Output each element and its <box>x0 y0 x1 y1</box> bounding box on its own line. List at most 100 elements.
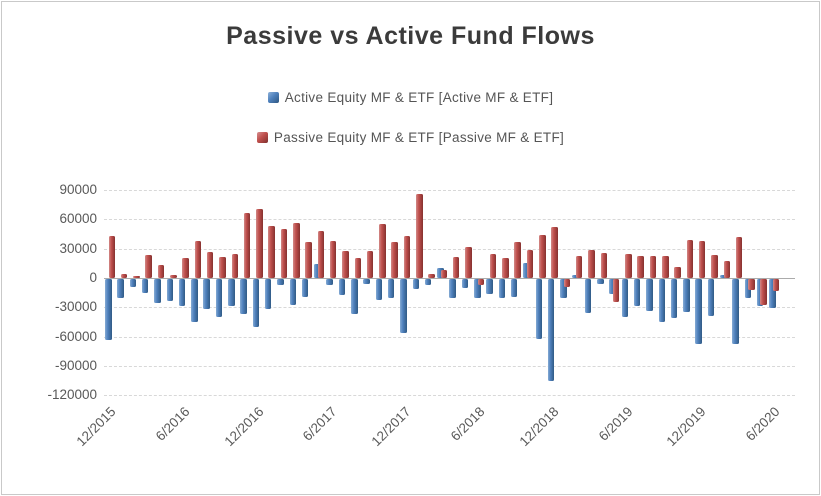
y-axis-label: 30000 <box>59 240 97 256</box>
legend-item-active: Active Equity MF & ETF [Active MF & ETF] <box>267 90 554 105</box>
passive-bar-3/2018 <box>440 270 448 278</box>
passive-bar-3/2016 <box>145 254 152 278</box>
active-bar-4/2016 <box>154 279 161 304</box>
x-axis-label: 6/2016 <box>152 404 193 444</box>
active-bar-4/2017 <box>301 279 309 297</box>
passive-bar-5/2017 <box>317 231 325 278</box>
x-axis-label: 6/2018 <box>447 404 488 444</box>
active-bar-1/2019 <box>560 279 567 298</box>
active-bar-12/2016 <box>252 279 260 328</box>
active-bar-10/2016 <box>228 279 235 306</box>
active-bar-2/2018 <box>424 279 432 285</box>
gridline <box>104 219 795 221</box>
passive-bar-2/2018 <box>428 273 435 278</box>
passive-bar-5/2018 <box>465 247 472 278</box>
y-axis-label: 0 <box>89 270 97 285</box>
active-bar-12/2019 <box>695 279 702 344</box>
x-axis-label: 6/2019 <box>595 404 636 444</box>
active-series-marker-icon <box>267 92 279 103</box>
active-bar-11/2019 <box>683 279 690 313</box>
active-bar-6/2017 <box>326 279 333 285</box>
passive-bar-6/2018 <box>477 279 484 285</box>
active-bar-5/2019 <box>609 279 616 294</box>
passive-bar-6/2020 <box>772 279 780 291</box>
passive-bar-7/2016 <box>194 241 202 278</box>
passive-bar-1/2017 <box>268 226 275 278</box>
x-axis-label: 12/2016 <box>221 404 267 450</box>
passive-bar-7/2018 <box>489 253 497 278</box>
active-bar-8/2019 <box>646 279 653 311</box>
passive-bar-2/2019 <box>575 255 583 278</box>
active-bar-5/2018 <box>461 279 469 289</box>
zero-axis-line <box>104 278 795 279</box>
active-bar-11/2018 <box>535 279 542 340</box>
x-axis-label: 6/2017 <box>300 404 340 444</box>
active-bar-1/2016 <box>117 279 124 298</box>
passive-bar-3/2017 <box>293 223 300 278</box>
legend-label-passive: Passive Equity MF & ETF [Passive MF & ET… <box>273 130 565 145</box>
passive-bar-10/2018 <box>526 249 534 278</box>
x-axis-label: 12/2017 <box>368 404 414 450</box>
passive-bar-4/2020 <box>748 279 755 291</box>
passive-bar-4/2017 <box>305 241 312 278</box>
passive-bar-4/2016 <box>157 264 165 278</box>
active-bar-12/2017 <box>400 279 407 333</box>
active-bar-5/2016 <box>166 279 173 302</box>
active-bar-9/2016 <box>215 279 223 318</box>
passive-bar-8/2018 <box>502 258 509 278</box>
active-bar-10/2017 <box>375 279 383 300</box>
passive-bar-10/2017 <box>379 223 386 278</box>
active-bar-11/2017 <box>387 279 395 298</box>
gridline <box>104 307 795 309</box>
active-bar-5/2020 <box>756 279 764 306</box>
active-bar-3/2016 <box>141 279 149 293</box>
passive-bar-4/2018 <box>452 256 460 278</box>
active-bar-1/2020 <box>707 279 715 316</box>
active-bar-12/2015 <box>105 279 112 340</box>
x-axis-label: 12/2018 <box>516 404 562 450</box>
passive-bar-11/2019 <box>686 240 694 278</box>
gridline <box>104 248 795 250</box>
passive-bar-3/2020 <box>735 236 743 278</box>
passive-bar-12/2019 <box>698 241 706 278</box>
active-bar-5/2017 <box>314 263 321 278</box>
passive-bar-5/2019 <box>612 279 620 302</box>
passive-bar-11/2018 <box>539 234 546 278</box>
passive-bar-8/2019 <box>649 256 657 278</box>
active-bar-4/2018 <box>449 279 456 299</box>
passive-bar-7/2017 <box>342 250 349 278</box>
passive-bar-9/2019 <box>662 255 669 278</box>
passive-bar-11/2017 <box>391 242 398 278</box>
active-bar-6/2020 <box>769 279 776 309</box>
active-bar-6/2018 <box>474 279 481 299</box>
active-bar-1/2018 <box>412 279 419 290</box>
y-axis-label: 60000 <box>59 211 97 227</box>
active-bar-7/2016 <box>191 279 198 323</box>
passive-bar-9/2016 <box>219 256 226 278</box>
y-axis-label: -120000 <box>47 387 97 403</box>
active-bar-8/2017 <box>351 279 358 315</box>
x-axis-label: 12/2019 <box>663 404 709 450</box>
active-bar-7/2017 <box>338 279 346 295</box>
chart-title: Passive vs Active Fund Flows <box>226 22 595 50</box>
gridline <box>104 365 795 367</box>
y-axis-label: -90000 <box>54 357 97 373</box>
active-bar-9/2019 <box>658 279 665 322</box>
y-axis-label: -60000 <box>54 328 97 344</box>
active-bar-8/2018 <box>498 279 506 299</box>
passive-bar-3/2019 <box>588 249 595 278</box>
active-bar-2/2019 <box>572 274 579 278</box>
passive-bar-6/2016 <box>182 258 189 278</box>
x-axis-label: 12/2015 <box>73 404 119 450</box>
active-bar-3/2020 <box>732 279 739 344</box>
active-bar-6/2016 <box>178 279 186 307</box>
active-bar-1/2017 <box>264 279 272 310</box>
active-bar-6/2019 <box>621 279 629 318</box>
passive-bar-2/2017 <box>280 228 288 278</box>
passive-bar-12/2017 <box>403 235 411 278</box>
gridline <box>104 190 795 192</box>
active-bar-10/2019 <box>670 279 678 319</box>
passive-bar-1/2016 <box>120 274 128 278</box>
passive-bar-12/2015 <box>108 236 115 278</box>
